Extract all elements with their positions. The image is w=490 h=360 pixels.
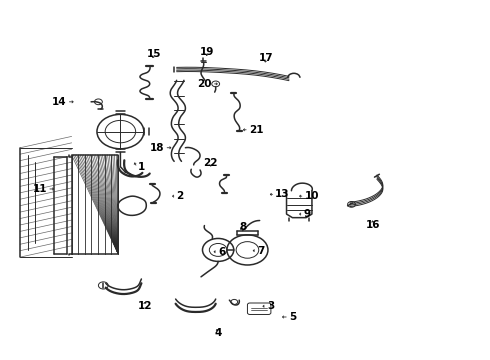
Text: 17: 17 — [259, 53, 273, 63]
Text: 13: 13 — [275, 189, 290, 199]
Text: 5: 5 — [289, 312, 296, 322]
Text: 6: 6 — [218, 247, 225, 257]
Text: 2: 2 — [176, 191, 184, 201]
Text: 16: 16 — [366, 220, 380, 230]
Text: 11: 11 — [33, 184, 47, 194]
Text: 22: 22 — [203, 158, 218, 168]
Text: 14: 14 — [52, 97, 67, 107]
Text: 8: 8 — [239, 222, 246, 231]
Text: 20: 20 — [197, 79, 212, 89]
Text: 18: 18 — [150, 143, 164, 153]
Text: 1: 1 — [138, 162, 145, 172]
Text: 10: 10 — [305, 191, 319, 201]
Text: 9: 9 — [304, 209, 311, 219]
Text: 15: 15 — [147, 49, 161, 59]
Text: 21: 21 — [249, 125, 264, 135]
Text: 19: 19 — [200, 46, 215, 57]
Text: 12: 12 — [138, 301, 152, 311]
Text: 3: 3 — [267, 301, 274, 311]
Text: 7: 7 — [257, 246, 265, 256]
Text: 4: 4 — [215, 328, 222, 338]
